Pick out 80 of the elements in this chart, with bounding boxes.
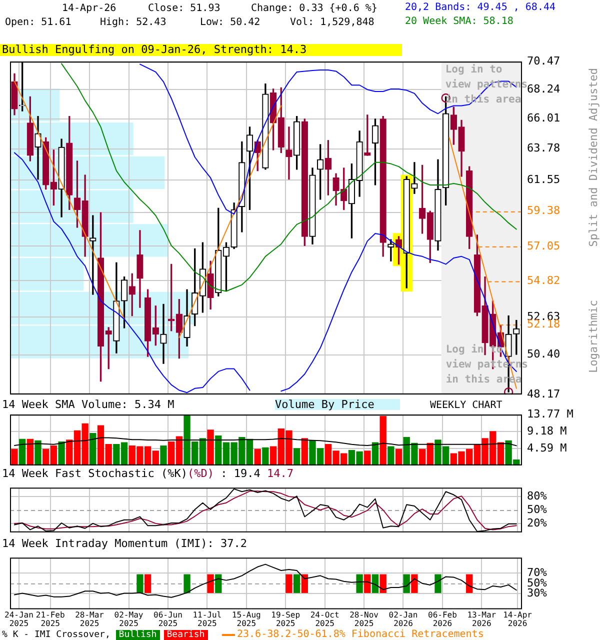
- y-tick-label: 50.40: [527, 348, 560, 361]
- text: 20,2 Bands: 49.45 , 68.44: [405, 2, 556, 13]
- ref-line-label: 57.05: [527, 239, 560, 252]
- y-tick-label: 48.17: [527, 387, 560, 400]
- y-tick-label: 30%: [527, 586, 548, 600]
- text: Volume By Price: [275, 398, 400, 411]
- y-tick-label: 61.55: [527, 172, 560, 186]
- y-tick-label: 80%: [527, 489, 548, 502]
- y-tick-label: 70.47: [527, 54, 560, 68]
- x-tick-label: 28-Nov 2025: [350, 610, 379, 628]
- series-label: 14 Week Intraday Momentum (IMI): 37.2: [2, 537, 248, 550]
- text: 20 Week SMA: 58.18: [405, 16, 514, 27]
- text: Open: 51.61: [5, 17, 72, 28]
- x-tick-label: 02-May 2025: [114, 610, 144, 628]
- text: (%D): [187, 467, 214, 480]
- text: (%K): [160, 467, 188, 480]
- x-tick-label: 19-Sep 2025: [271, 610, 300, 628]
- x-tick-label: 06-Feb 2026: [428, 610, 458, 628]
- legend-title: % K - IMI Crossover,: [2, 630, 112, 640]
- text: Bullish Engulfing on 09-Jan-26, Strength: 14.3: [0, 43, 402, 56]
- x-tick-label: 11-Jul 2025: [192, 610, 222, 628]
- bar: [254, 448, 261, 466]
- x-tick-label: 24-Oct 2025: [310, 610, 340, 628]
- bar: [90, 432, 96, 466]
- x-tick-label: 21-Feb 2025: [36, 610, 65, 628]
- candlestick: [34, 116, 42, 180]
- bar: [364, 450, 371, 466]
- text: WEEKLY CHART: [430, 400, 502, 411]
- y-tick-label: 20%: [527, 516, 548, 530]
- x-tick-label: 28-Mar 2025: [75, 610, 104, 628]
- x-tick-label: 15-Aug 2025: [232, 610, 262, 628]
- bar: [293, 448, 300, 466]
- text: Logarithmic: [587, 300, 600, 373]
- candlestick: [286, 126, 292, 180]
- text: 14-Apr-26: [62, 3, 116, 14]
- x-tick-label: 14-Apr 2026: [503, 610, 532, 628]
- x-tick-label: 13-Mar 2026: [467, 610, 496, 628]
- ref-line-label: 59.38: [527, 204, 560, 218]
- bar: [395, 448, 402, 466]
- text: :: [220, 467, 228, 480]
- text: High: 52.43: [100, 17, 166, 28]
- y-tick-label: 68.24: [527, 82, 560, 96]
- text: Vol: 1,529,848: [290, 17, 374, 28]
- legend-label: 23.6-38.2-50-61.8% Fibonacci Retracements: [237, 629, 484, 640]
- bar: [388, 446, 394, 466]
- bar: [26, 438, 34, 466]
- bar: [372, 442, 379, 466]
- x-tick-label: 24-Jan 2025: [4, 610, 34, 628]
- text: Close: 51.93: [148, 3, 220, 14]
- text: Change: 0.33 {+0.6 %}: [251, 3, 378, 14]
- text: 14 Week SMA Volume: 5.34 M: [2, 398, 174, 411]
- text: 19.4: [232, 467, 260, 480]
- bar: [160, 446, 167, 466]
- text: 14.7: [266, 467, 294, 480]
- y-tick-label: 50%: [527, 576, 548, 590]
- ref-line-label: 54.82: [527, 274, 560, 288]
- text: Bullish: [116, 630, 160, 640]
- y-tick-label: 13.77 M: [527, 407, 574, 420]
- y-tick-label: 63.78: [527, 142, 560, 155]
- y-tick-label: 70%: [527, 566, 548, 579]
- text: Bearish: [164, 630, 208, 640]
- text: Low: 50.42: [200, 17, 260, 28]
- bar: [18, 438, 26, 466]
- candlestick: [160, 304, 167, 364]
- y-tick-label: 66.01: [527, 112, 560, 125]
- y-tick-label: 4.59 M: [527, 441, 568, 454]
- bar: [262, 447, 269, 466]
- bar: [207, 430, 214, 466]
- x-tick-label: 02-Jan 2026: [388, 610, 418, 628]
- text: Split and Dividend Adjusted: [587, 68, 600, 247]
- bar: [301, 438, 308, 466]
- y-tick-label: 50%: [527, 502, 548, 516]
- bar: [11, 448, 18, 466]
- y-tick-label: 9.18 M: [527, 424, 568, 438]
- candlestick: [411, 162, 418, 194]
- x-tick-label: 06-Jun 2025: [154, 610, 183, 628]
- bar: [380, 416, 386, 466]
- bar: [34, 440, 42, 466]
- chart-title: 14 Week Fast Stochastic: [2, 467, 156, 480]
- bar: [58, 441, 65, 466]
